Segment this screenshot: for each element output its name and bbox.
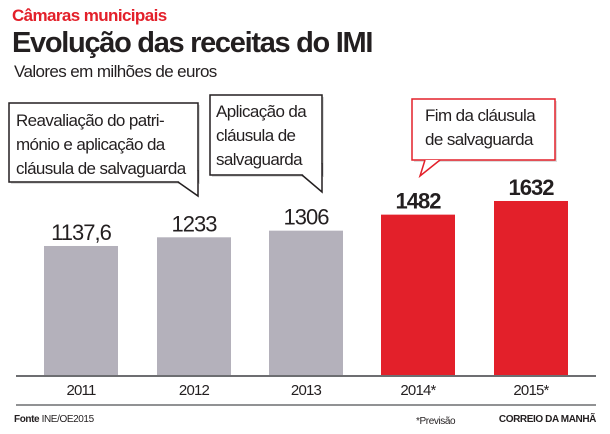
callout-2013: Aplicação da cláusula de salvaguarda	[209, 94, 324, 194]
source: Fonte INE/OE2015	[14, 414, 95, 425]
callout-2011: Reavaliação do patri-mónio e aplicação d…	[8, 102, 200, 198]
chart-subtitle: Valores em milhões de euros	[14, 62, 217, 81]
kicker: Câmaras municipais	[12, 6, 167, 25]
callout-tail	[418, 159, 441, 179]
value-label: 1482	[396, 189, 442, 214]
bar-2013	[269, 230, 343, 375]
callout-text: mónio e aplicação da	[16, 135, 166, 154]
callout-text: de salvaguarda	[425, 130, 534, 149]
bar-2014*	[381, 214, 455, 375]
category-label: 2011	[66, 382, 96, 399]
source-text: INE/OE2015	[42, 414, 95, 425]
category-label: 2014*	[400, 382, 436, 399]
forecast-note: *Previsão	[416, 416, 456, 427]
callout-tail	[301, 163, 323, 194]
value-label: 1137,6	[51, 220, 111, 245]
bar-2015*	[494, 200, 568, 375]
category-label: 2015*	[513, 382, 549, 399]
callout-text: salvaguarda	[216, 150, 303, 169]
callout-text: cláusula de	[216, 126, 296, 145]
callout-text: cláusula de salvaguarda	[16, 159, 187, 178]
callout-text: Fim da cláusula	[425, 106, 536, 125]
callout-box	[8, 102, 199, 183]
callout-text: Reavaliação do patri-	[16, 111, 164, 130]
callout-box	[411, 98, 556, 161]
callout-2014*: Fim da cláusula de salvaguarda	[411, 98, 557, 179]
category-label: 2013	[291, 382, 322, 399]
value-label: 1306	[284, 205, 330, 230]
category-label: 2012	[179, 382, 210, 399]
brand: CORREIO DA MANHÃ	[499, 412, 596, 425]
callout-box	[209, 94, 323, 176]
bar-2011	[44, 245, 118, 375]
value-label: 1632	[509, 175, 555, 200]
callout-text: Aplicação da	[216, 102, 307, 121]
chart-title: Evolução das receitas do IMI	[12, 27, 373, 59]
source-label: Fonte	[14, 414, 40, 425]
bar-2012	[157, 237, 231, 375]
callout-tail	[177, 170, 199, 198]
value-label: 1233	[172, 211, 218, 236]
